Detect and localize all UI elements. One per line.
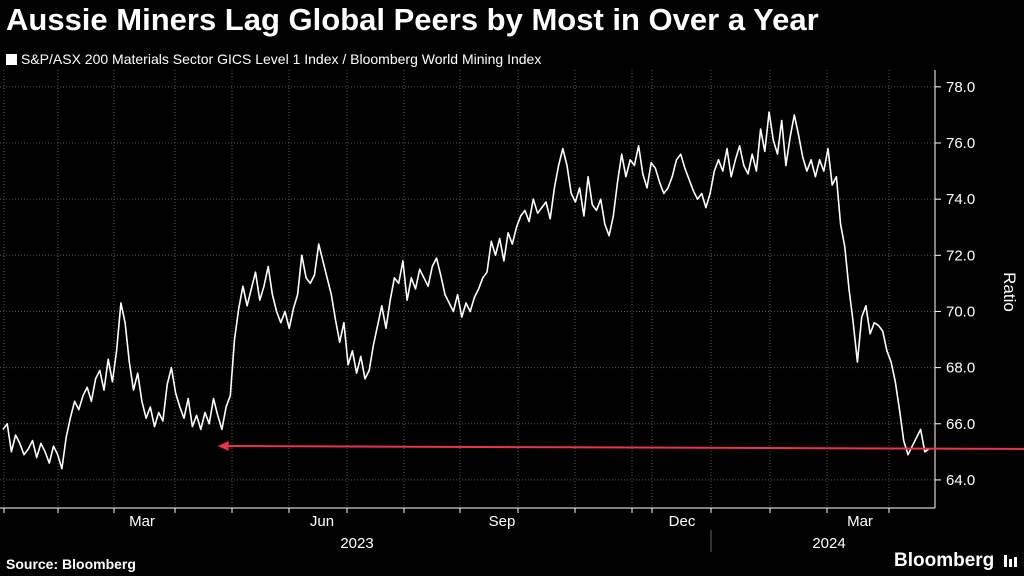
y-tick-label: 66.0 <box>946 416 975 433</box>
grid-lines <box>0 70 935 508</box>
y-tick-label: 72.0 <box>946 247 975 264</box>
x-year-label: 2024 <box>812 535 845 552</box>
legend: S&P/ASX 200 Materials Sector GICS Level … <box>6 51 541 67</box>
bar-chart-icon <box>1004 555 1017 567</box>
annotation-arrow-line <box>223 445 1024 450</box>
x-tick-label: Sep <box>489 513 516 530</box>
annotation <box>217 441 1024 452</box>
source-label: Source: Bloomberg <box>6 556 136 572</box>
x-year-label: 2023 <box>340 535 373 552</box>
series-lines <box>2 111 930 470</box>
y-tick-label: 74.0 <box>946 191 975 208</box>
legend-swatch <box>6 53 17 65</box>
brand-label: Bloomberg <box>894 550 995 571</box>
legend-label: S&P/ASX 200 Materials Sector GICS Level … <box>21 51 542 67</box>
y-tick-label: 64.0 <box>946 472 975 489</box>
series-line <box>2 111 930 470</box>
y-tick-label: 70.0 <box>946 303 975 320</box>
x-tick-label: Dec <box>669 513 696 530</box>
y-axis-ticks: 64.0 66.0 68.0 70.0 72.0 74.0 76.0 78.0 Ratio <box>934 70 1019 508</box>
x-tick-label: Mar <box>129 513 155 530</box>
y-tick-label: 78.0 <box>946 79 975 96</box>
x-axis: Mar Jun Sep Dec Mar 2023 2024 <box>0 507 935 552</box>
annotation-arrow-head <box>217 441 229 452</box>
y-axis-title: Ratio <box>1000 272 1019 312</box>
y-tick-label: 76.0 <box>946 135 975 152</box>
y-tick-label: 68.0 <box>946 360 975 377</box>
x-tick-label: Mar <box>847 513 873 530</box>
x-tick-label: Jun <box>310 513 334 530</box>
chart-title: Aussie Miners Lag Global Peers by Most i… <box>6 2 819 37</box>
